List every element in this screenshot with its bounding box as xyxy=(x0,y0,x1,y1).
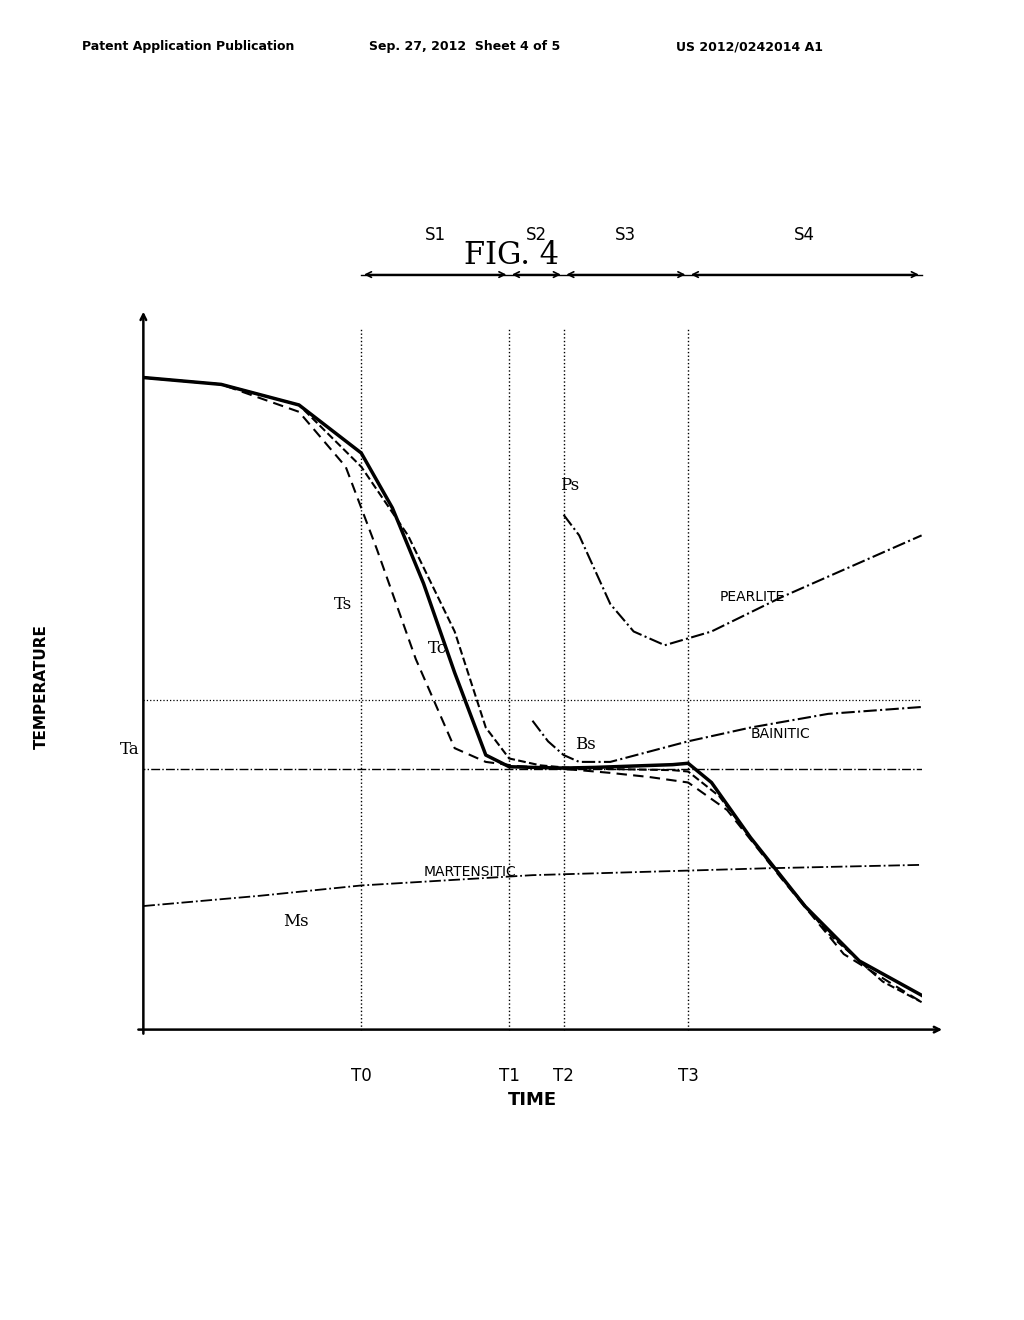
Text: S4: S4 xyxy=(795,226,815,244)
Text: TEMPERATURE: TEMPERATURE xyxy=(34,624,48,748)
Text: S3: S3 xyxy=(615,226,637,244)
Text: T2: T2 xyxy=(553,1068,574,1085)
Text: TIME: TIME xyxy=(508,1092,557,1109)
Text: MARTENSITIC: MARTENSITIC xyxy=(424,865,516,879)
Text: Ms: Ms xyxy=(284,913,309,929)
Text: PEARLITE: PEARLITE xyxy=(719,590,784,605)
Text: Ts: Ts xyxy=(334,595,352,612)
Text: T1: T1 xyxy=(499,1068,519,1085)
Text: T0: T0 xyxy=(351,1068,372,1085)
Text: Tc: Tc xyxy=(427,640,446,657)
Text: Sep. 27, 2012  Sheet 4 of 5: Sep. 27, 2012 Sheet 4 of 5 xyxy=(369,40,560,53)
Text: FIG. 4: FIG. 4 xyxy=(465,240,559,271)
Text: Bs: Bs xyxy=(575,737,596,754)
Text: S1: S1 xyxy=(425,226,445,244)
Text: Ps: Ps xyxy=(560,478,579,494)
Text: US 2012/0242014 A1: US 2012/0242014 A1 xyxy=(676,40,823,53)
Text: Ta: Ta xyxy=(120,742,139,759)
Text: S2: S2 xyxy=(525,226,547,244)
Text: T3: T3 xyxy=(678,1068,698,1085)
Text: BAINITIC: BAINITIC xyxy=(751,727,810,742)
Text: Patent Application Publication: Patent Application Publication xyxy=(82,40,294,53)
